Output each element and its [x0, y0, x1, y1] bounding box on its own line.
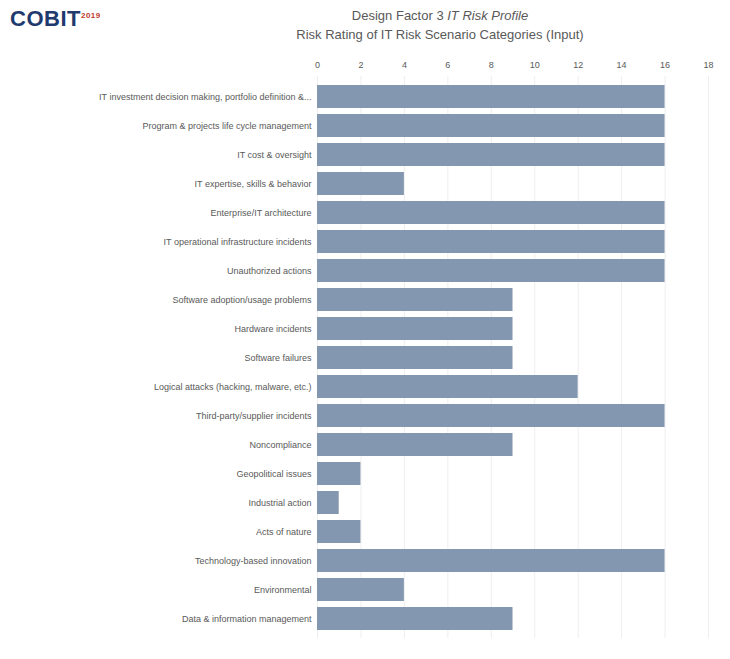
svg-text:Software failures: Software failures	[244, 353, 312, 363]
svg-text:Data & information management: Data & information management	[182, 614, 312, 624]
svg-text:18: 18	[703, 60, 713, 70]
svg-text:Unauthorized actions: Unauthorized actions	[227, 266, 312, 276]
svg-text:Logical attacks (hacking, malw: Logical attacks (hacking, malware, etc.)	[154, 382, 312, 392]
svg-text:Environmental: Environmental	[254, 585, 312, 595]
svg-text:IT operational infrastructure: IT operational infrastructure incidents	[164, 237, 312, 247]
html-text:COBIT: COBIT	[10, 6, 81, 31]
svg-text:8: 8	[489, 60, 494, 70]
svg-text:Industrial action: Industrial action	[248, 498, 311, 508]
svg-text:Program & projects life cycle: Program & projects life cycle management	[142, 121, 312, 131]
svg-text:Geopolitical issues: Geopolitical issues	[236, 469, 312, 479]
svg-text:16: 16	[660, 60, 670, 70]
html-text:2019: 2019	[81, 10, 101, 20]
svg-text:4: 4	[402, 60, 407, 70]
svg-text:Third-party/supplier incidents: Third-party/supplier incidents	[196, 411, 312, 421]
svg-text:0: 0	[315, 60, 320, 70]
svg-text:14: 14	[617, 60, 627, 70]
svg-text:Noncompliance: Noncompliance	[249, 440, 311, 450]
svg-text:2: 2	[358, 60, 363, 70]
svg-text:IT cost & oversight: IT cost & oversight	[237, 150, 312, 160]
html-text:Design Factor 3 IT Risk Profil: Design Factor 3 IT Risk Profile	[351, 8, 529, 23]
svg-text:Software adoption/usage proble: Software adoption/usage problems	[172, 295, 312, 305]
svg-text:Hardware incidents: Hardware incidents	[234, 324, 312, 334]
svg-text:Enterprise/IT architecture: Enterprise/IT architecture	[211, 208, 312, 218]
svg-text:6: 6	[445, 60, 450, 70]
svg-text:10: 10	[530, 60, 540, 70]
svg-text:IT expertise, skills & behavio: IT expertise, skills & behavior	[195, 179, 312, 189]
html-text:Risk Rating of IT Risk Scenari: Risk Rating of IT Risk Scenario Categori…	[296, 27, 584, 42]
svg-text:Technology-based innovation: Technology-based innovation	[195, 556, 312, 566]
svg-text:IT investment decision making,: IT investment decision making, portfolio…	[99, 92, 311, 102]
svg-text:Acts of nature: Acts of nature	[256, 527, 312, 537]
svg-text:12: 12	[573, 60, 583, 70]
